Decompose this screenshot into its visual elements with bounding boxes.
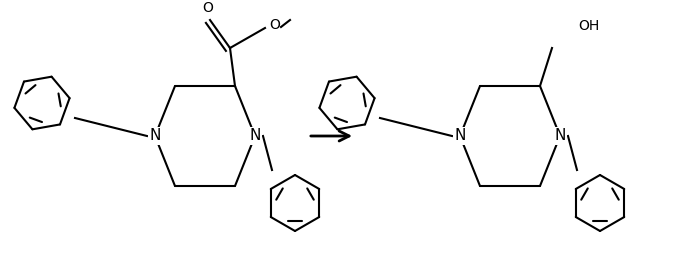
Text: O: O xyxy=(270,18,280,32)
Text: N: N xyxy=(454,128,466,143)
Text: OH: OH xyxy=(578,19,599,33)
Text: N: N xyxy=(150,128,161,143)
Text: N: N xyxy=(554,128,565,143)
Text: N: N xyxy=(250,128,261,143)
Text: O: O xyxy=(203,1,213,15)
